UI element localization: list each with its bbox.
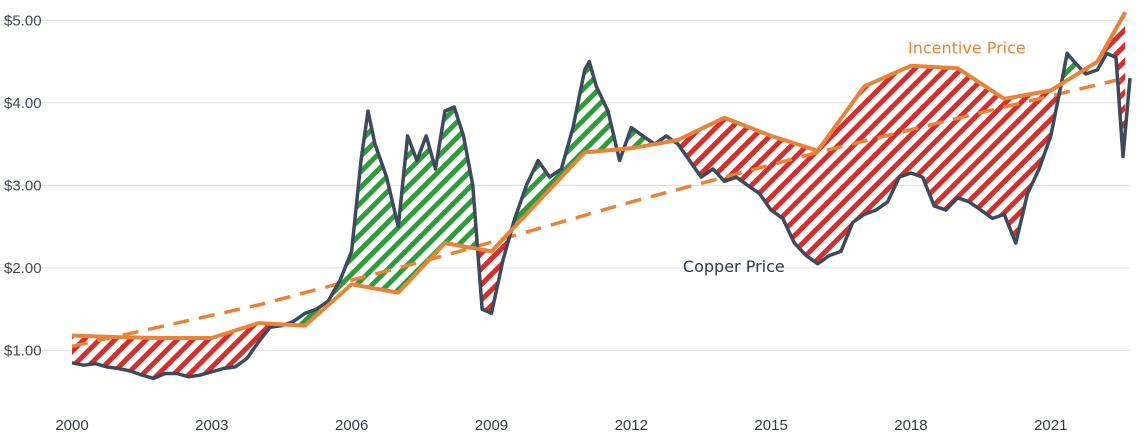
trend-line — [71, 76, 1126, 349]
x-tick-label: 2006 — [335, 417, 368, 434]
series-lines — [71, 11, 1132, 381]
copper-price-label: Copper Price — [683, 257, 785, 276]
x-tick-label: 2021 — [1034, 417, 1067, 434]
x-tick-label: 2018 — [894, 417, 927, 434]
x-tick-label: 2015 — [754, 417, 787, 434]
x-tick-label: 2003 — [195, 417, 228, 434]
copper-below-incentive-hatch — [72, 12, 1126, 379]
x-tick-label: 2012 — [615, 417, 648, 434]
x-tick-label: 2009 — [475, 417, 508, 434]
y-tick-label: $5.00 — [4, 12, 42, 29]
incentive-price-line — [71, 11, 1128, 340]
y-tick-label: $3.00 — [4, 177, 42, 194]
y-tick-label: $4.00 — [4, 95, 42, 112]
series-labels: Incentive Price Copper Price — [683, 38, 1026, 276]
y-axis: $1.00 $2.00 $3.00 $4.00 $5.00 — [4, 12, 42, 359]
y-tick-label: $1.00 — [4, 342, 42, 359]
x-tick-label: 2000 — [55, 417, 88, 434]
copper-price-line — [71, 51, 1132, 381]
y-tick-label: $2.00 — [4, 260, 42, 277]
x-axis: 2000 2003 2006 2009 2012 2015 2018 2021 — [55, 417, 1067, 434]
spread-fills — [72, 12, 1126, 379]
incentive-price-label: Incentive Price — [908, 38, 1026, 57]
